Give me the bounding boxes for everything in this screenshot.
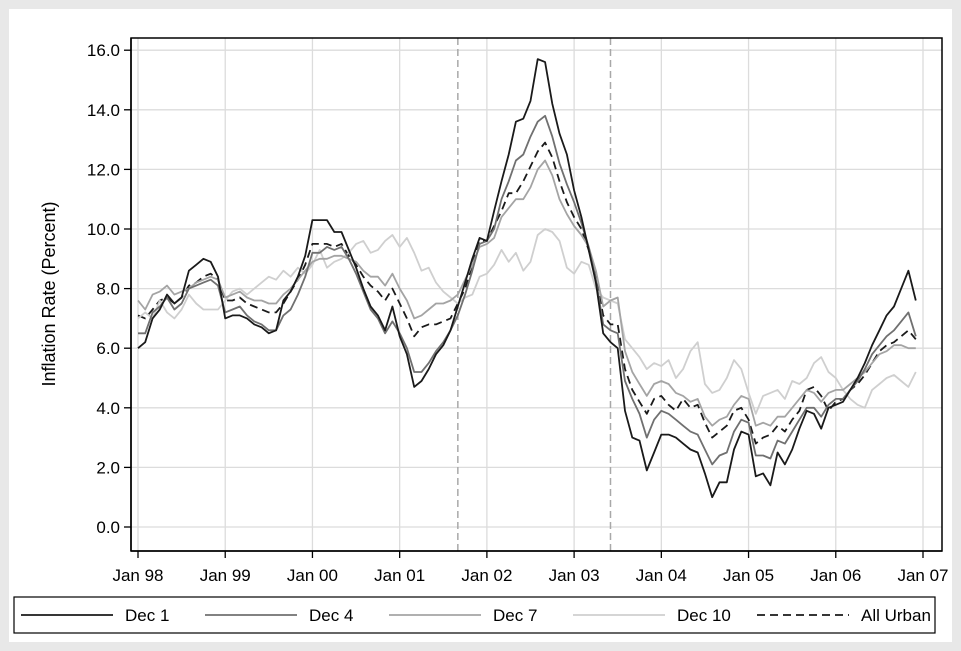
x-tick-label: Jan 05 [723,566,774,585]
legend-label-dec-10: Dec 10 [677,606,731,625]
legend-label-dec-1: Dec 1 [125,606,169,625]
y-tick-label: 0.0 [96,518,120,537]
y-tick-label: 6.0 [96,339,120,358]
x-tick-label: Jan 01 [374,566,425,585]
series-lines [137,58,917,499]
series-line-dec-1 [137,58,917,499]
line-chart: 0.02.04.06.08.010.012.014.016.0 Jan 98 Ja… [13,37,949,634]
x-axis-ticks: Jan 98 Jan 99 Jan 00 Jan 01 Jan 02 Jan 03 Jan … [112,551,949,585]
legend: Dec 1 Dec 4 Dec 7 Dec 10 All Urban [13,596,936,634]
series-line-dec-7 [137,159,916,427]
y-tick-label: 2.0 [96,458,120,477]
y-tick-label: 10.0 [87,220,120,239]
y-tick-label: 4.0 [96,399,120,418]
x-tick-label: Jan 98 [112,566,163,585]
series-line-all-urban [137,141,917,445]
series-line-dec-4 [138,114,917,466]
x-tick-label: Jan 00 [287,566,338,585]
y-tick-label: 8.0 [96,280,120,299]
legend-label-dec-7: Dec 7 [493,606,537,625]
series-line-dec-10 [137,228,917,415]
y-tick-label: 14.0 [87,101,120,120]
y-axis-ticks: 0.0 2.0 4.0 6.0 8.0 10.0 12.0 14.0 16.0 [87,41,131,537]
y-axis-label: Inflation Rate (Percent) [39,201,59,386]
x-tick-label: Jan 02 [461,566,512,585]
grid [131,38,942,551]
plot-area [131,38,942,551]
x-tick-label: Jan 04 [636,566,687,585]
y-tick-label: 16.0 [87,41,120,60]
y-tick-label: 12.0 [87,160,120,179]
chart-panel: 0.0 2.0 4.0 6.0 8.0 10.0 12.0 14.0 16.0 Jan 98 Ja… [9,9,952,642]
legend-label-dec-4: Dec 4 [309,606,353,625]
x-tick-label: Jan 99 [200,566,251,585]
x-tick-label: Jan 06 [810,566,861,585]
legend-label-all-urban: All Urban [861,606,931,625]
x-tick-label: Jan 07 [897,566,948,585]
x-tick-label: Jan 03 [549,566,600,585]
